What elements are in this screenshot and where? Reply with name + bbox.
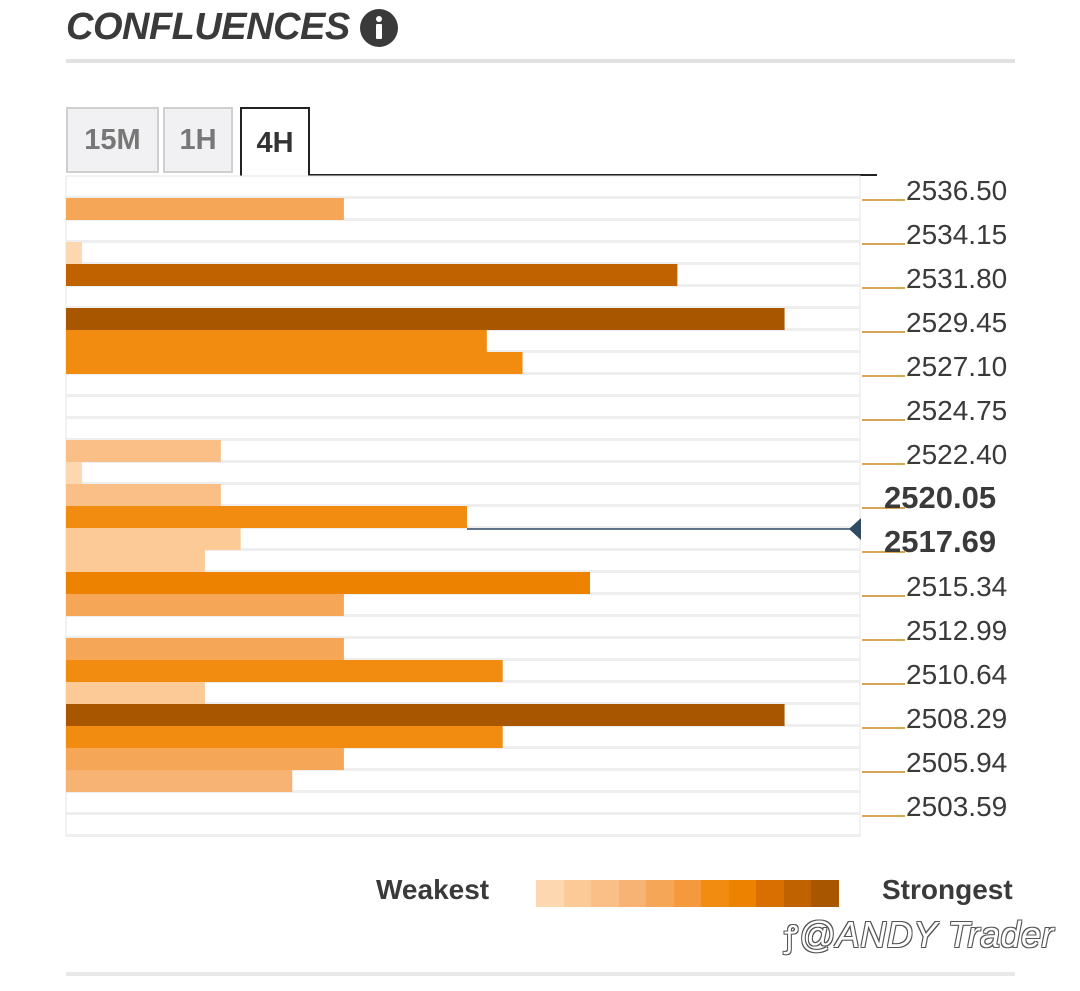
confluence-bar <box>66 528 241 550</box>
confluence-bar <box>66 660 503 682</box>
price-label: 2527.10 <box>906 351 1007 382</box>
confluences-header: CONFLUENCES <box>66 0 1015 62</box>
footer-divider <box>66 972 1015 976</box>
watermark-glyph: ꝭ <box>784 921 799 954</box>
confluence-bar <box>66 726 503 748</box>
legend-swatch <box>701 880 729 907</box>
price-label: 2524.75 <box>906 395 1007 426</box>
watermark: ꝭ@ANDY Trader <box>784 914 1054 956</box>
legend-swatch <box>536 880 564 907</box>
confluence-bar <box>66 506 467 528</box>
legend-swatch <box>646 880 674 907</box>
row-separator <box>66 658 860 661</box>
row-separator <box>66 702 860 705</box>
price-label: 2520.05 <box>884 480 996 515</box>
confluence-bar <box>66 682 205 704</box>
confluence-bar <box>66 264 678 286</box>
price-label: 2522.40 <box>906 439 1007 470</box>
confluence-bar <box>66 462 82 484</box>
confluence-bar <box>66 550 205 572</box>
row-separator <box>66 790 860 793</box>
strength-legend: Weakest Strongest <box>0 860 1080 920</box>
watermark-text: @ANDY Trader <box>798 914 1055 955</box>
legend-color-scale <box>536 880 839 907</box>
confluence-bar <box>66 242 82 264</box>
page-title: CONFLUENCES <box>66 6 350 48</box>
confluence-bar <box>66 484 221 506</box>
confluence-bar <box>66 770 293 792</box>
confluence-bar <box>66 352 523 374</box>
price-label: 2531.80 <box>906 263 1007 294</box>
legend-swatch <box>756 880 784 907</box>
confluence-bar <box>66 748 344 770</box>
confluence-bar <box>66 198 344 220</box>
price-label: 2508.29 <box>906 703 1007 734</box>
tab-1h[interactable]: 1H <box>163 107 233 173</box>
row-separator <box>66 218 860 221</box>
tab-4h[interactable]: 4H <box>240 107 310 177</box>
confluence-bar <box>66 308 785 330</box>
tab-15m[interactable]: 15M <box>66 107 159 173</box>
price-label: 2505.94 <box>906 747 1007 778</box>
header-divider <box>66 59 1015 63</box>
row-separator <box>66 834 860 837</box>
legend-swatch <box>618 880 646 907</box>
legend-weakest-label: Weakest <box>376 874 490 905</box>
confluence-bar <box>66 572 591 594</box>
confluence-bar <box>66 594 344 616</box>
row-separator <box>66 636 860 639</box>
row-separator <box>66 570 860 573</box>
row-separator <box>66 614 860 617</box>
price-label: 2536.50 <box>906 175 1007 206</box>
price-label: 2515.34 <box>906 571 1007 602</box>
row-separator <box>66 438 860 441</box>
price-label: 2512.99 <box>906 615 1007 646</box>
row-separator <box>66 240 860 243</box>
confluence-bar <box>66 638 344 660</box>
row-separator <box>66 394 860 397</box>
price-label: 2529.45 <box>906 307 1007 338</box>
price-label: 2517.69 <box>884 524 996 559</box>
row-separator <box>66 482 860 485</box>
legend-swatch <box>673 880 701 907</box>
row-separator <box>66 768 860 771</box>
legend-swatch <box>728 880 756 907</box>
price-label: 2510.64 <box>906 659 1007 690</box>
row-separator <box>66 306 860 309</box>
price-label: 2503.59 <box>906 791 1007 822</box>
row-separator <box>66 460 860 463</box>
row-separator <box>66 812 860 815</box>
row-separator <box>66 416 860 419</box>
price-label: 2534.15 <box>906 219 1007 250</box>
legend-swatch <box>563 880 591 907</box>
confluence-bar <box>66 704 785 726</box>
legend-swatch <box>783 880 811 907</box>
confluence-chart: 2536.50 2534.15 2531.80 2529.45 2527.10 2524.… <box>65 175 1007 837</box>
tab-baseline <box>308 174 877 176</box>
confluence-bar <box>66 330 487 352</box>
row-separator <box>66 262 860 265</box>
legend-strongest-label: Strongest <box>882 874 1013 905</box>
current-price-marker <box>849 518 861 540</box>
row-separator <box>66 196 860 199</box>
row-separator <box>66 548 860 551</box>
legend-swatch <box>591 880 619 907</box>
row-separator <box>66 504 860 507</box>
confluence-bar <box>66 440 221 462</box>
legend-swatch <box>811 880 839 907</box>
info-icon[interactable] <box>359 8 399 48</box>
